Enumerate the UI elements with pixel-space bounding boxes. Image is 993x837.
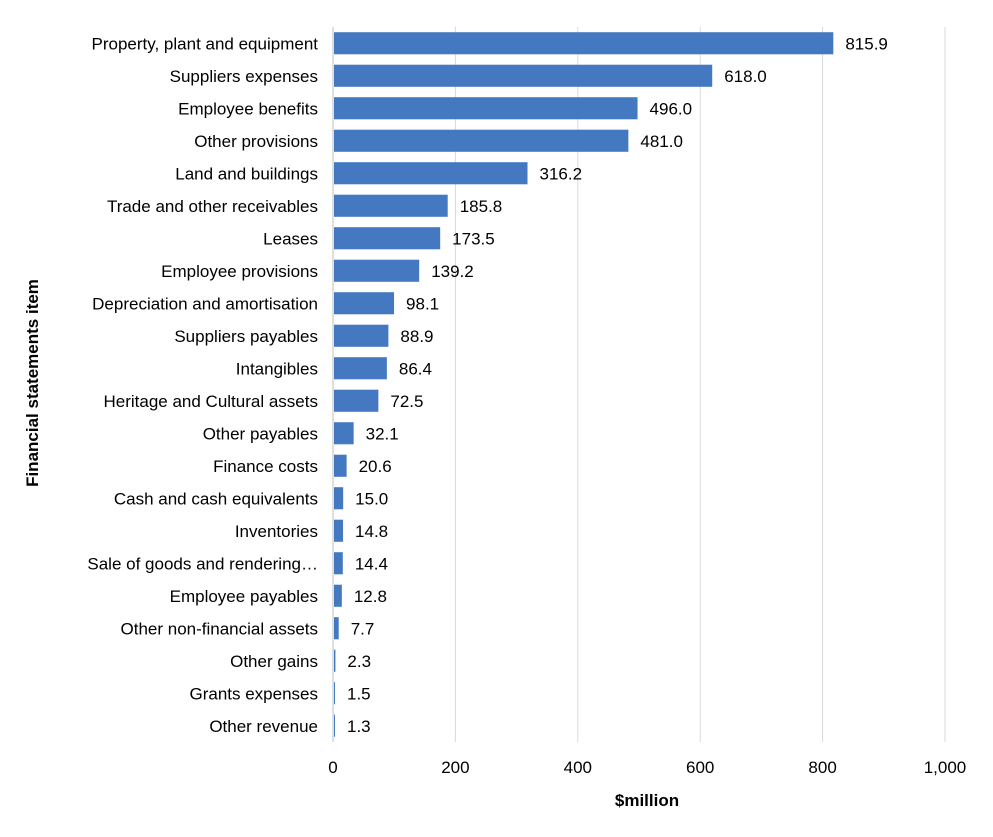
category-label: Sale of goods and rendering…	[87, 554, 318, 573]
x-tick-label: 1,000	[924, 758, 967, 777]
category-label: Grants expenses	[189, 684, 318, 703]
bar	[334, 292, 395, 315]
value-label: 20.6	[359, 457, 392, 476]
value-label: 2.3	[347, 652, 371, 671]
value-label: 139.2	[431, 262, 474, 281]
bar	[334, 162, 528, 185]
value-label: 15.0	[355, 489, 388, 508]
category-label: Employee benefits	[178, 99, 318, 118]
value-label: 14.4	[355, 554, 388, 573]
value-label: 496.0	[650, 99, 693, 118]
x-axis-title: $million	[615, 791, 679, 810]
bars	[334, 32, 834, 737]
y-axis-title: Financial statements item	[23, 279, 42, 487]
category-label: Property, plant and equipment	[92, 34, 319, 53]
value-label: 316.2	[540, 164, 583, 183]
bar	[334, 357, 387, 380]
bar	[334, 487, 344, 510]
category-label: Suppliers payables	[174, 327, 318, 346]
bar	[334, 584, 342, 607]
category-label: Employee provisions	[161, 262, 318, 281]
category-labels: Property, plant and equipment Suppliers e…	[87, 34, 318, 736]
bar	[334, 519, 344, 542]
value-label: 1.5	[347, 684, 371, 703]
value-label: 7.7	[351, 619, 375, 638]
value-label: 618.0	[724, 67, 767, 86]
category-label: Leases	[263, 229, 318, 248]
bar	[334, 682, 335, 705]
x-axis-ticks: 0 200 400 600 800 1,000	[328, 758, 966, 777]
bar	[334, 64, 713, 87]
category-label: Other provisions	[194, 132, 318, 151]
value-label: 815.9	[845, 34, 888, 53]
bar	[334, 194, 448, 217]
bar	[334, 259, 420, 282]
value-label: 14.8	[355, 522, 388, 541]
value-label: 98.1	[406, 294, 439, 313]
value-labels: 815.9 618.0 496.0 481.0 316.2 185.8 173.5 139.2…	[347, 34, 888, 736]
category-label: Employee payables	[170, 587, 318, 606]
value-label: 32.1	[366, 424, 399, 443]
x-tick-label: 800	[808, 758, 836, 777]
value-label: 173.5	[452, 229, 495, 248]
bar	[334, 617, 339, 640]
value-label: 72.5	[390, 392, 423, 411]
category-label: Cash and cash equivalents	[114, 489, 318, 508]
category-label: Trade and other receivables	[107, 197, 318, 216]
category-label: Other payables	[203, 424, 318, 443]
category-label: Finance costs	[213, 457, 318, 476]
bar	[334, 454, 347, 477]
value-label: 481.0	[640, 132, 683, 151]
bar	[334, 97, 638, 120]
category-label: Other revenue	[209, 717, 318, 736]
bar	[334, 227, 441, 250]
bar	[334, 324, 389, 347]
x-tick-label: 400	[564, 758, 592, 777]
bar	[334, 389, 379, 412]
category-label: Other gains	[230, 652, 318, 671]
bar	[334, 649, 336, 672]
value-label: 1.3	[347, 717, 371, 736]
category-label: Heritage and Cultural assets	[103, 392, 318, 411]
value-label: 185.8	[460, 197, 503, 216]
category-label: Suppliers expenses	[170, 67, 318, 86]
bar	[334, 32, 834, 55]
value-label: 12.8	[354, 587, 387, 606]
category-label: Depreciation and amortisation	[92, 294, 318, 313]
bar	[334, 129, 629, 152]
x-tick-label: 200	[441, 758, 469, 777]
x-tick-label: 600	[686, 758, 714, 777]
value-label: 86.4	[399, 359, 432, 378]
category-label: Other non-financial assets	[121, 619, 319, 638]
x-tick-label: 0	[328, 758, 337, 777]
value-label: 88.9	[400, 327, 433, 346]
category-label: Intangibles	[236, 359, 318, 378]
category-label: Inventories	[235, 522, 318, 541]
bar	[334, 552, 343, 575]
bar	[334, 714, 335, 737]
bar	[334, 422, 354, 445]
category-label: Land and buildings	[175, 164, 318, 183]
